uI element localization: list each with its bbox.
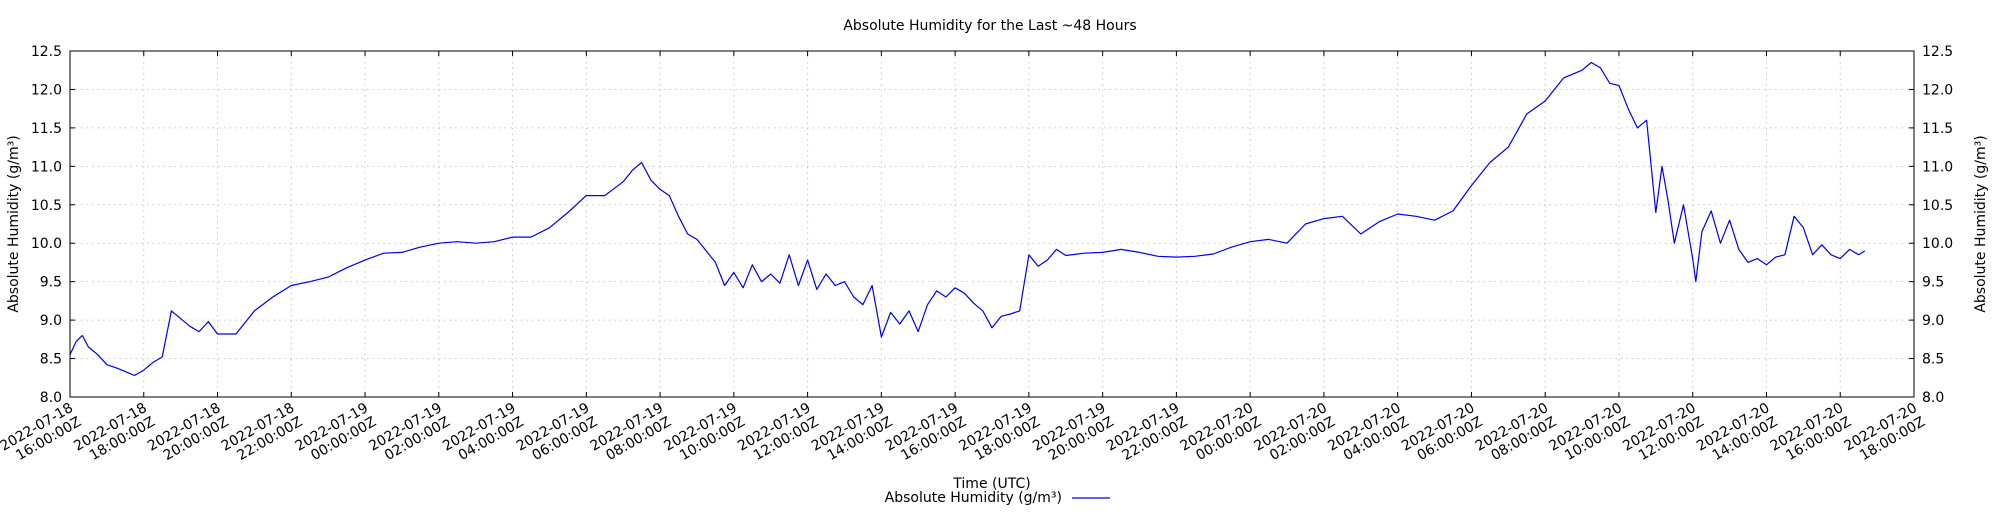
y2-tick-label: 9.5 xyxy=(1922,275,1944,291)
chart-title: Absolute Humidity for the Last ~48 Hours xyxy=(843,18,1136,34)
y-tick-label: 11.5 xyxy=(31,121,62,137)
y2-tick-label: 10.5 xyxy=(1922,198,1953,214)
series-line xyxy=(69,61,1866,377)
y-tick-label: 10.0 xyxy=(31,236,62,252)
y-tick-label: 8.0 xyxy=(40,390,62,406)
series-layer xyxy=(69,61,1866,377)
axes: 8.0 8.0 8.5 8.5 9.0 9.0 9.5 9.5 10.0 10.0 10.5 10.5… xyxy=(0,44,1953,464)
y2-tick-label: 12.5 xyxy=(1922,44,1953,60)
y2-tick-label: 8.0 xyxy=(1922,390,1944,406)
y-tick-label: 9.5 xyxy=(40,275,62,291)
y2-tick-label: 11.5 xyxy=(1922,121,1953,137)
legend-label: Absolute Humidity (g/m³) xyxy=(885,490,1062,506)
y2-tick-label: 9.0 xyxy=(1922,313,1944,329)
y-tick-label: 12.0 xyxy=(31,82,62,98)
y2-axis-label: Absolute Humidity (g/m³) xyxy=(1973,135,1989,312)
y-tick-label: 9.0 xyxy=(40,313,62,329)
y-tick-label: 10.5 xyxy=(31,198,62,214)
grid xyxy=(70,51,1914,397)
y-axis-label: Absolute Humidity (g/m³) xyxy=(6,135,22,312)
y2-tick-label: 12.0 xyxy=(1922,82,1953,98)
plot-frame xyxy=(69,50,1915,398)
legend: Absolute Humidity (g/m³) xyxy=(885,490,1110,506)
y-tick-label: 8.5 xyxy=(40,352,62,368)
y-tick-label: 12.5 xyxy=(31,44,62,60)
y2-tick-label: 10.0 xyxy=(1922,236,1953,252)
y2-tick-label: 11.0 xyxy=(1922,159,1953,175)
y-tick-label: 11.0 xyxy=(31,159,62,175)
y2-tick-label: 8.5 xyxy=(1922,352,1944,368)
x-axis-label: Time (UTC) xyxy=(952,476,1030,492)
